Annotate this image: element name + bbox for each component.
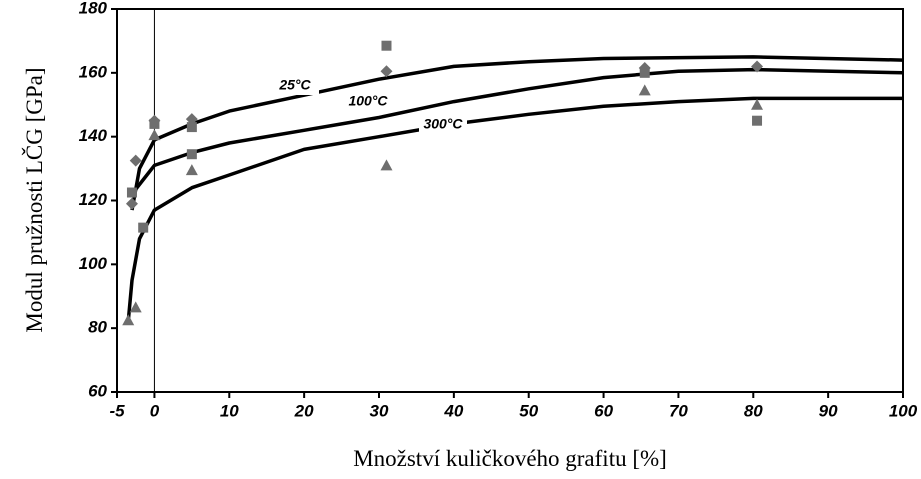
x-tick-label: 10 xyxy=(220,401,239,420)
curve-label-bg xyxy=(419,116,467,134)
diamond-point xyxy=(751,60,764,73)
triangle-point xyxy=(751,98,764,110)
triangle-point xyxy=(148,129,161,141)
y-tick-label: 60 xyxy=(88,381,107,400)
x-tick-label: 50 xyxy=(519,401,538,420)
y-tick-label: 80 xyxy=(88,318,107,337)
x-tick-label: 100 xyxy=(889,401,918,420)
x-axis-title: Množství kuličkového grafitu [%] xyxy=(353,446,667,471)
y-tick-label: 120 xyxy=(79,190,108,209)
x-tick-label: 70 xyxy=(669,401,688,420)
triangle-point xyxy=(122,314,135,326)
x-tick-label: 40 xyxy=(443,401,463,420)
fit-curve xyxy=(126,96,903,322)
triangle-point xyxy=(638,84,651,96)
x-tick-label: -5 xyxy=(109,401,125,420)
curve-label: 100°C xyxy=(348,93,388,109)
diamond-point xyxy=(380,65,393,78)
square-point xyxy=(752,115,763,126)
plot-frame xyxy=(116,8,904,393)
square-point xyxy=(186,122,197,133)
diamond-point xyxy=(129,154,142,167)
y-tick-label: 100 xyxy=(79,254,108,273)
x-tick-label: 60 xyxy=(594,401,613,420)
square-point xyxy=(186,149,197,160)
y-axis-title: Modul pružnosti LČG [GPa] xyxy=(21,67,47,332)
square-point xyxy=(639,67,650,78)
square-point xyxy=(381,40,392,51)
y-tick-label: 180 xyxy=(79,0,108,17)
triangle-point xyxy=(129,301,142,313)
curve-label-bg xyxy=(344,93,392,111)
curve-label: 300°C xyxy=(423,116,463,132)
fit-curve xyxy=(130,55,904,211)
square-point xyxy=(138,222,149,233)
x-tick-label: 90 xyxy=(819,401,838,420)
fit-curve xyxy=(130,67,904,196)
diamond-point xyxy=(125,197,138,210)
x-tick-label: 30 xyxy=(370,401,389,420)
curve-label-bg xyxy=(271,77,319,95)
square-point xyxy=(149,118,160,129)
x-tick-label: 0 xyxy=(150,401,160,420)
curve-label: 25°C xyxy=(278,77,311,93)
triangle-point xyxy=(380,159,393,171)
triangle-point xyxy=(185,164,198,176)
x-tick-label: 20 xyxy=(294,401,314,420)
y-tick-label: 160 xyxy=(79,62,108,81)
x-tick-label: 80 xyxy=(744,401,763,420)
square-point xyxy=(126,187,137,198)
y-tick-label: 140 xyxy=(79,126,108,145)
